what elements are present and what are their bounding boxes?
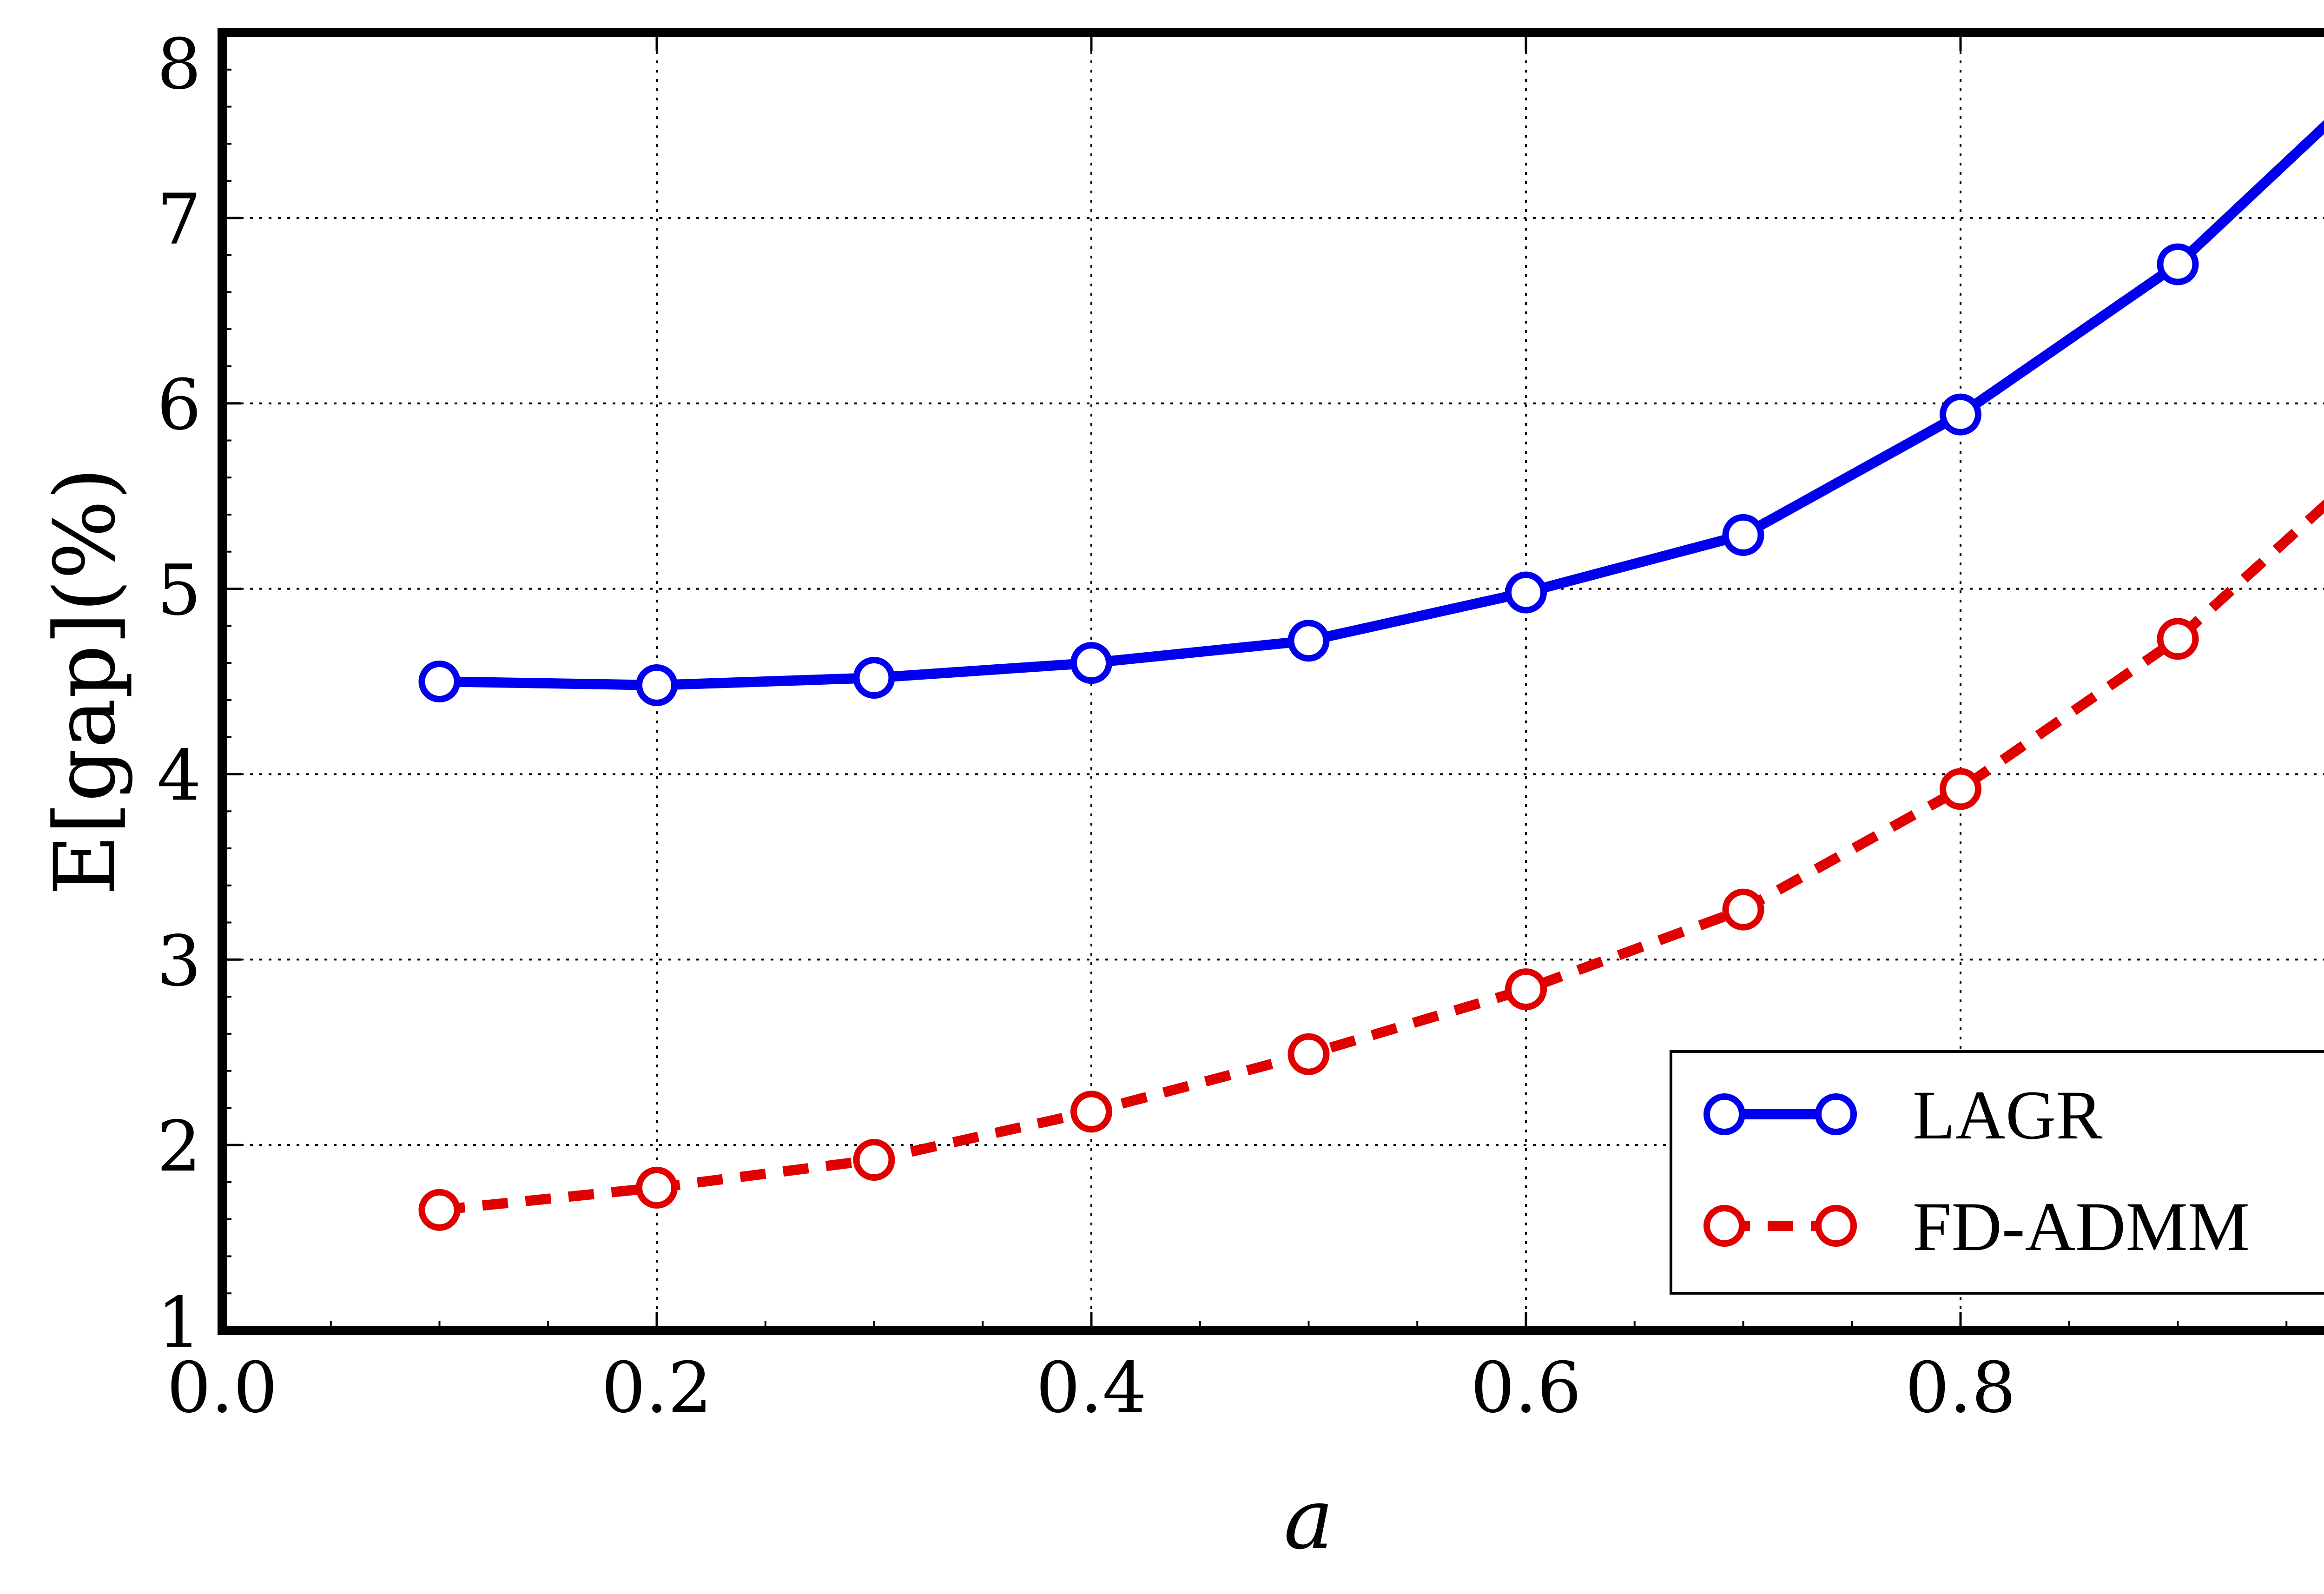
x-tick-label: 0.8 <box>1905 1348 2016 1429</box>
x-axis-ticks: 0.0 0.2 0.4 0.6 0.8 <box>167 33 2288 1429</box>
x-tick-label: 0.6 <box>1471 1348 1582 1429</box>
data-point <box>1070 642 1112 684</box>
legend-entry: FD-ADMM <box>1703 1188 2250 1265</box>
data-point <box>1070 1091 1112 1133</box>
x-axis-label: a <box>1284 1471 1334 1568</box>
x-tick-label: 0.0 <box>167 1348 278 1429</box>
y-axis-label: E[gap](%) <box>37 467 134 895</box>
data-point <box>1940 393 1981 436</box>
y-tick-label: 8 <box>157 24 201 105</box>
series-line <box>439 499 2324 1215</box>
y-tick-label: 4 <box>157 735 201 816</box>
series-fd-admm <box>418 499 2324 1231</box>
data-point <box>1505 571 1547 614</box>
y-tick-label: 7 <box>157 179 201 260</box>
legend-label: FD-ADMM <box>1913 1188 2250 1265</box>
data-point <box>1505 968 1547 1011</box>
y-tick-label: 6 <box>157 365 201 446</box>
data-point <box>418 1189 461 1231</box>
legend-marker <box>1703 1093 1745 1135</box>
series-line <box>439 120 2324 690</box>
data-point <box>1287 620 1330 662</box>
y-tick-label: 3 <box>157 921 201 1002</box>
series-layer <box>418 120 2324 1231</box>
legend-marker <box>1815 1205 1857 1247</box>
x-tick-label: 0.2 <box>601 1348 713 1429</box>
y-tick-label: 2 <box>157 1106 201 1187</box>
data-point <box>1287 1033 1330 1075</box>
data-point <box>1722 888 1764 931</box>
series-lagr <box>418 120 2324 706</box>
legend-entry: LAGR <box>1703 1077 2102 1154</box>
data-point <box>636 1166 678 1209</box>
y-tick-label: 5 <box>157 550 201 631</box>
data-point <box>853 1139 895 1181</box>
legend: LAGR FD-ADMM <box>1670 1050 2324 1295</box>
data-point <box>1722 514 1764 556</box>
data-point <box>636 664 678 706</box>
legend-marker <box>1703 1205 1745 1247</box>
x-tick-label: 0.4 <box>1036 1348 1147 1429</box>
legend-label: LAGR <box>1913 1077 2102 1154</box>
data-point <box>1940 768 1981 810</box>
data-point <box>2157 243 2199 285</box>
legend-box <box>1670 1050 2324 1295</box>
legend-marker <box>1815 1093 1857 1135</box>
y-tick-label: 1 <box>157 1283 201 1363</box>
data-point <box>2157 618 2199 660</box>
data-point <box>418 661 461 702</box>
y-axis-ticks: 1 2 3 4 5 6 7 8 <box>157 24 241 1363</box>
data-point <box>853 657 895 699</box>
grid-lines <box>222 33 2324 1330</box>
